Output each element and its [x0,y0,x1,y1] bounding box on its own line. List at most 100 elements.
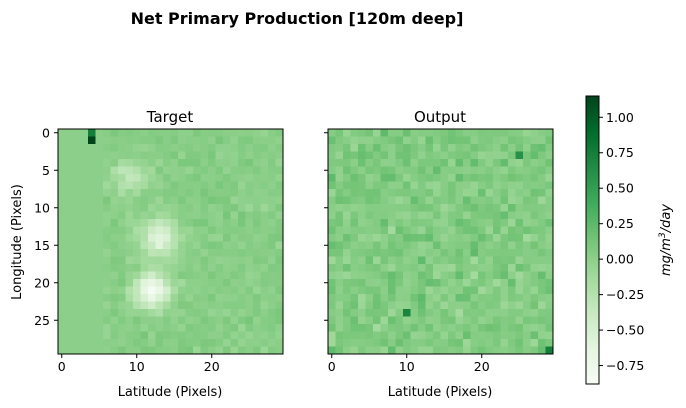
heatmap-cell [208,189,216,197]
heatmap-cell [95,174,104,182]
heatmap-cell [268,226,276,235]
heatmap-cell [538,234,546,242]
heatmap-cell [80,204,89,212]
heatmap-cell [440,331,449,340]
heatmap-cell [388,271,396,280]
heatmap-cell [103,181,111,190]
heatmap-cell [103,166,111,175]
heatmap-cell [133,174,141,182]
heatmap-cell [95,189,104,197]
heatmap-cell [223,181,231,190]
heatmap-cell [133,316,141,325]
heatmap-cell [148,286,156,295]
heatmap-cell [545,174,554,182]
heatmap-cell [133,271,141,280]
heatmap-cell [448,249,456,257]
heatmap-cell [230,219,239,227]
heatmap-cell [215,286,224,295]
heatmap-cell [95,249,104,257]
heatmap-cell [440,346,449,355]
heatmap-cell [223,324,231,332]
heatmap-cell [410,279,419,287]
heatmap-cell [380,346,389,355]
heatmap-cell [485,211,494,220]
heatmap-cell [508,256,516,265]
heatmap-cell [118,346,126,355]
heatmap-cell [455,279,464,287]
heatmap-cell [103,264,111,272]
heatmap-cell [118,339,126,347]
heatmap-cell [103,204,111,212]
heatmap-cell [163,339,171,347]
heatmap-cell [433,234,441,242]
heatmap-cell [395,174,404,182]
heatmap-cell [433,264,441,272]
heatmap-cell [178,129,186,137]
heatmap-cell [335,346,344,355]
heatmap-cell [200,301,209,310]
heatmap-cell [155,286,164,295]
heatmap-cell [148,234,156,242]
heatmap-cell [170,166,179,175]
heatmap-cell [335,189,344,197]
heatmap-cell [215,181,224,190]
heatmap-cell [500,331,509,340]
heatmap-cell [515,211,524,220]
heatmap-cell [118,151,126,160]
heatmap-cell [133,309,141,317]
heatmap-cell [358,294,366,302]
heatmap-cell [163,204,171,212]
heatmap-cell [410,339,419,347]
heatmap-cell [380,256,389,265]
heatmap-cell [193,166,201,175]
heatmap-cell [440,286,449,295]
heatmap-cell [470,249,479,257]
heatmap-cell [245,181,254,190]
heatmap-cell [395,316,404,325]
heatmap-cell [253,286,261,295]
heatmap-cell [208,166,216,175]
heatmap-cell [403,226,411,235]
heatmap-cell [440,166,449,175]
heatmap-cell [350,256,359,265]
heatmap-cell [350,324,359,332]
heatmap-cell [343,249,351,257]
heatmap-cell [530,144,539,152]
heatmap-cell [230,241,239,250]
heatmap-cell [358,241,366,250]
heatmap-cell [110,309,119,317]
heatmap-cell [448,331,456,340]
heatmap-cell [373,316,381,325]
heatmap-cell [530,226,539,235]
heatmap-cell [403,211,411,220]
heatmap-cell [110,286,119,295]
heatmap-cell [125,324,134,332]
heatmap-cell [65,346,74,355]
heatmap-cell [163,286,171,295]
heatmap-cell [388,159,396,167]
heatmap-cell [193,339,201,347]
heatmap-cell [215,324,224,332]
heatmap-cell [433,241,441,250]
heatmap-cell [493,301,501,310]
heatmap-cell [215,226,224,235]
heatmap-cell [448,271,456,280]
heatmap-cell [155,301,164,310]
heatmap-cell [523,346,531,355]
heatmap-cell [245,316,254,325]
heatmap-cell [358,316,366,325]
heatmap-cell [103,339,111,347]
heatmap-cell [328,264,336,272]
heatmap-cell [455,339,464,347]
heatmap-cell [178,219,186,227]
heatmap-cell [193,136,201,145]
heatmap-cell [403,219,411,227]
heatmap-cell [223,316,231,325]
heatmap-cell [440,144,449,152]
heatmap-cell [178,211,186,220]
heatmap-cell [350,204,359,212]
heatmap-cell [373,136,381,145]
heatmap-cell [260,339,269,347]
heatmap-cell [268,219,276,227]
heatmap-cell [328,309,336,317]
